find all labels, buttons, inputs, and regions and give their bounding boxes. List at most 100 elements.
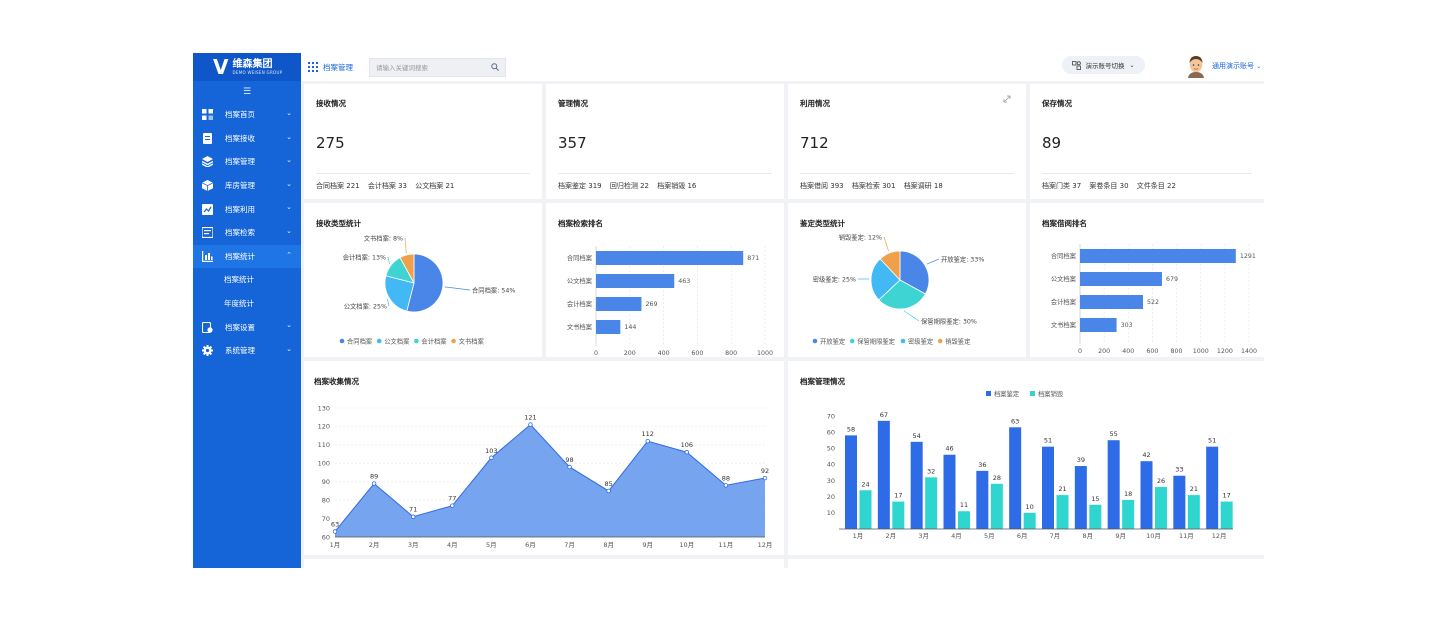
data-label: 42 bbox=[1142, 451, 1150, 459]
data-label: 24 bbox=[861, 480, 869, 488]
chevron-down-icon: ⌄ bbox=[286, 321, 292, 330]
brand-subtitle: DEMO WEISEN GROUP bbox=[232, 70, 283, 75]
data-label: 21 bbox=[1058, 485, 1066, 493]
x-tick-label: 1200 bbox=[1217, 348, 1233, 355]
sidebar-item-archive-settings[interactable]: 档案设置 ⌄ bbox=[193, 315, 301, 339]
account-switch-button[interactable]: 演示账号切换 ⌄ bbox=[1062, 56, 1145, 74]
sidebar-item-system[interactable]: 系统管理 ⌄ bbox=[193, 339, 301, 363]
x-tick-label: 600 bbox=[1146, 348, 1158, 355]
sidebar-item-label: 库房管理 bbox=[225, 181, 255, 191]
pie-label: 密级鉴定: 25% bbox=[813, 275, 856, 284]
legend-marker bbox=[376, 338, 382, 344]
legend-marker bbox=[1030, 391, 1035, 396]
chevron-down-icon: ⌄ bbox=[286, 203, 292, 212]
data-label: 32 bbox=[927, 467, 935, 475]
x-tick-label: 11月 bbox=[1179, 532, 1194, 540]
pie-label-line bbox=[903, 310, 920, 322]
y-tick-label: 合同档案 bbox=[567, 253, 593, 262]
sidebar-item-archive-search[interactable]: 档案检索 ⌄ bbox=[193, 221, 301, 245]
bar bbox=[1089, 504, 1102, 529]
cube-icon bbox=[202, 180, 213, 192]
x-tick-label: 11月 bbox=[719, 541, 734, 549]
data-label: 871 bbox=[747, 255, 759, 262]
panel-bottom-right bbox=[788, 559, 1264, 568]
data-label: 144 bbox=[624, 324, 636, 331]
chevron-down-icon: ⌄ bbox=[1256, 63, 1262, 70]
apps-grid-icon[interactable] bbox=[308, 62, 318, 72]
stat-item: 档案调研 18 bbox=[903, 182, 943, 190]
bar bbox=[1173, 475, 1186, 529]
avatar[interactable] bbox=[1186, 54, 1206, 78]
logo-v-mark: V bbox=[213, 55, 229, 79]
sidebar-item-archive-receive[interactable]: 档案接收 ⌄ bbox=[193, 127, 301, 151]
pie-label: 保管期限鉴定: 30% bbox=[921, 317, 977, 326]
data-label: 17 bbox=[894, 492, 902, 500]
panel-receive-type: 接收类型统计 合同档案: 54% 公文档案: 25% 会计档案: 13% 文书档案: … bbox=[304, 203, 542, 357]
data-point bbox=[645, 438, 650, 444]
data-label: 28 bbox=[993, 474, 1001, 482]
data-label: 121 bbox=[524, 414, 536, 422]
sidebar-item-archive-home[interactable]: 档案首页 ⌄ bbox=[193, 103, 301, 127]
brand-logo[interactable]: V 维森集团 DEMO WEISEN GROUP bbox=[193, 53, 301, 81]
y-tick-label: 公文档案 bbox=[1051, 274, 1077, 283]
collapse-menu-icon[interactable]: ☰ bbox=[242, 87, 252, 97]
chevron-down-icon: ⌄ bbox=[286, 156, 292, 165]
bar bbox=[1107, 440, 1120, 529]
x-tick-label: 600 bbox=[691, 350, 703, 357]
legend-label: 密级鉴定 bbox=[908, 336, 934, 345]
bar bbox=[1080, 318, 1117, 332]
x-tick-label: 800 bbox=[725, 350, 737, 357]
data-label: 18 bbox=[1124, 490, 1132, 498]
switch-icon bbox=[1072, 60, 1082, 70]
legend-label: 档案鉴定 bbox=[994, 389, 1020, 398]
sidebar-item-archive-stats[interactable]: 档案统计 ⌃ bbox=[193, 244, 301, 269]
sidebar-subitem-annual-stats[interactable]: 年度统计 bbox=[224, 298, 254, 308]
settings-doc-icon bbox=[202, 321, 213, 333]
x-tick-label: 9月 bbox=[642, 541, 653, 549]
data-label: 92 bbox=[761, 467, 769, 475]
x-tick-label: 400 bbox=[658, 350, 670, 357]
divider bbox=[558, 173, 772, 174]
legend-label: 档案销毁 bbox=[1038, 389, 1064, 398]
sidebar-subitem-archive-stats[interactable]: 档案统计 bbox=[224, 275, 254, 285]
sidebar-item-label: 档案统计 bbox=[225, 251, 255, 261]
y-tick-label: 110 bbox=[318, 441, 330, 449]
stat-item: 档案借阅 393 bbox=[800, 182, 844, 190]
sidebar-item-archive-usage[interactable]: 档案利用 ⌄ bbox=[193, 197, 301, 221]
sidebar-item-archive-manage[interactable]: 档案管理 ⌄ bbox=[193, 150, 301, 174]
bar bbox=[1080, 272, 1162, 286]
x-tick-label: 2月 bbox=[369, 541, 380, 549]
pie-label-line bbox=[926, 258, 940, 265]
search-input[interactable]: 请输入关键词搜索 bbox=[369, 57, 506, 77]
data-label: 463 bbox=[678, 278, 690, 285]
breadcrumb[interactable]: 档案管理 bbox=[323, 62, 353, 72]
data-point bbox=[450, 503, 455, 508]
card-total: 357 bbox=[558, 134, 587, 152]
search-list-icon bbox=[202, 227, 213, 239]
legend-marker bbox=[937, 338, 943, 344]
expand-icon[interactable] bbox=[1003, 95, 1011, 103]
y-tick-label: 公文档案 bbox=[567, 276, 593, 285]
data-label: 15 bbox=[1091, 495, 1099, 503]
area-fill bbox=[335, 424, 765, 537]
sidebar-item-storage[interactable]: 库房管理 ⌄ bbox=[193, 174, 301, 198]
bar bbox=[877, 420, 890, 529]
borrow-rank-bar-chart: 0 200 400 600 800 1000 1200 1400 合同档案 1291 公文档案 679… bbox=[1051, 244, 1257, 355]
data-label: 26 bbox=[1157, 477, 1165, 485]
username[interactable]: 通用演示账号 ⌄ bbox=[1212, 61, 1261, 71]
bar bbox=[1080, 295, 1144, 309]
data-label: 112 bbox=[642, 430, 654, 438]
x-tick-label: 5月 bbox=[486, 541, 497, 549]
stat-item: 回归检测 22 bbox=[609, 182, 649, 190]
x-tick-label: 6月 bbox=[1017, 532, 1028, 540]
y-tick-label: 100 bbox=[318, 460, 330, 468]
gear-icon bbox=[202, 345, 213, 357]
data-label: 51 bbox=[1208, 437, 1216, 445]
search-icon[interactable] bbox=[491, 63, 499, 71]
bar bbox=[1140, 461, 1153, 529]
x-tick-label: 12月 bbox=[758, 541, 773, 549]
x-tick-label: 10月 bbox=[679, 541, 694, 549]
x-tick-label: 2月 bbox=[886, 532, 897, 540]
data-label: 46 bbox=[945, 445, 953, 453]
data-label: 63 bbox=[331, 520, 339, 528]
